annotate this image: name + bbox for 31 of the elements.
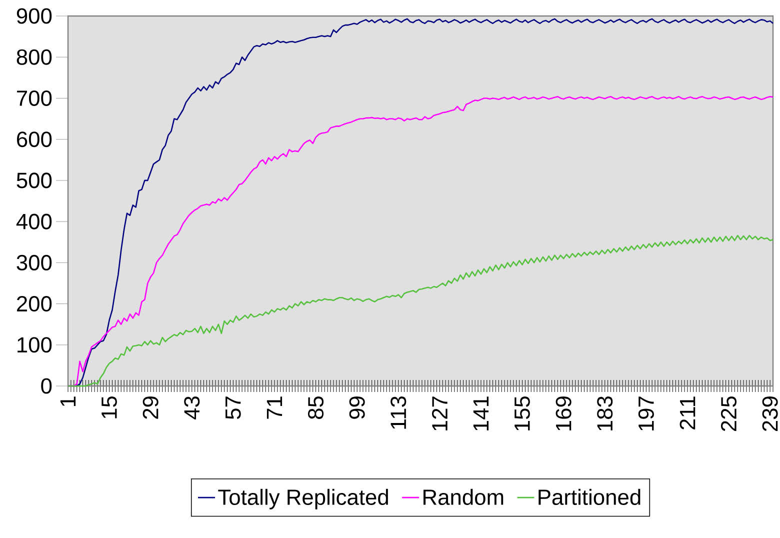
y-tick-label: 300 — [16, 254, 52, 270]
y-tick-label: 200 — [17, 296, 52, 312]
x-tick-label: 85 — [308, 396, 324, 419]
y-tick-label: 800 — [16, 49, 52, 65]
x-tick-label: 169 — [556, 396, 572, 430]
x-tick-label: 141 — [473, 396, 489, 430]
y-tick-label: 600 — [17, 132, 52, 148]
y-tick-label: 400 — [16, 214, 52, 230]
x-tick-label: 29 — [142, 396, 158, 419]
x-tick-label: 71 — [266, 396, 282, 419]
x-tick-label: 15 — [102, 396, 117, 418]
x-tick-label: 239 — [762, 396, 778, 431]
y-tick-label: 500 — [16, 172, 52, 188]
x-tick-label: 211 — [680, 396, 696, 430]
legend-label: Partitioned — [538, 488, 640, 505]
x-tick-label: 99 — [349, 396, 365, 419]
x-tick-label: 225 — [720, 396, 737, 431]
x-tick-label: 113 — [390, 396, 406, 429]
y-tick-label: 0 — [41, 378, 52, 394]
y-tick-label: 100 — [18, 337, 52, 353]
x-tick-label: 43 — [184, 396, 200, 420]
x-tick-label: 155 — [514, 396, 530, 430]
y-tick-label: 700 — [17, 90, 52, 106]
x-tick-label: 197 — [638, 396, 654, 430]
legend-label: Random — [424, 488, 504, 505]
y-tick-label: 900 — [16, 8, 52, 24]
legend-label: Totally Replicated — [218, 488, 388, 510]
x-tick-label: 1 — [60, 396, 76, 406]
x-tick-label: 127 — [432, 396, 448, 430]
x-tick-label: 183 — [597, 396, 613, 430]
x-tick-label: 57 — [226, 396, 241, 420]
